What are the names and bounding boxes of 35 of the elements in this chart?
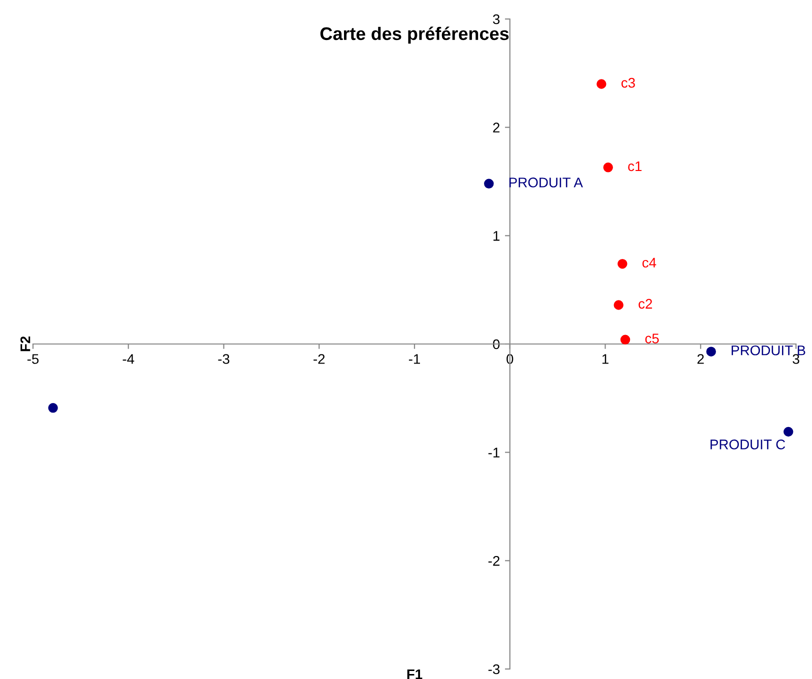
point [706, 346, 716, 356]
point [614, 300, 624, 310]
x-tick-label: 2 [697, 354, 704, 364]
annotation: c5 [645, 334, 659, 344]
y-tick-label: -2 [488, 556, 500, 566]
x-tick-label: 3 [792, 354, 800, 364]
y-tick-label: -1 [488, 448, 500, 458]
x-axis-title: F1 [407, 670, 422, 679]
x-tick-label: 0 [506, 354, 514, 364]
point [484, 178, 494, 189]
annotation: PRODUIT B [732, 345, 806, 356]
annotation: PRODUIT C [710, 440, 786, 450]
annotation: c4 [642, 258, 656, 268]
annotation: c2 [638, 298, 652, 309]
y-axis-title: F2 [20, 336, 30, 352]
x-tick-label: -4 [122, 354, 134, 364]
point [784, 426, 794, 437]
y-tick-label: -3 [488, 664, 500, 674]
annotation: c1 [628, 161, 642, 172]
y-tick-label: 2 [493, 122, 500, 132]
y-tick-label: 1 [493, 231, 500, 241]
point [620, 334, 630, 345]
annotation: c3 [621, 78, 635, 88]
point [596, 79, 606, 89]
x-tick-label: -1 [408, 354, 420, 364]
annotation: PRODUIT A [509, 178, 583, 188]
x-tick-label: 1 [602, 354, 608, 364]
chart-title: Carte des préférences [320, 26, 509, 44]
point [603, 162, 613, 172]
point [618, 258, 628, 269]
x-tick-label: -5 [27, 354, 39, 364]
point [48, 403, 58, 413]
x-tick-label: -3 [218, 354, 230, 364]
y-tick-label: 3 [492, 14, 500, 24]
x-tick-label: -2 [314, 354, 325, 364]
